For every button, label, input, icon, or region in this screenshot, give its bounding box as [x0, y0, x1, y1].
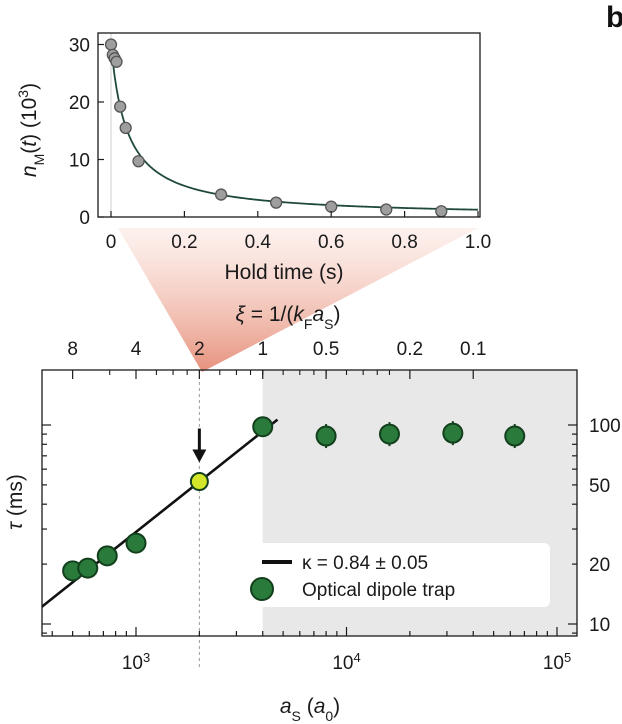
inset-panel: 0 0.2 0.4 0.6 0.8 1.0 0 10 20 30 Hold time (s) nM…: [15, 32, 491, 284]
inset-y-axis-label: nM(t) (103): [15, 83, 47, 177]
main-data-point: [77, 557, 99, 579]
zoom-funnel: [118, 228, 478, 372]
inset-y-tick-label: 10: [69, 151, 90, 172]
inset-data-point: [119, 121, 132, 135]
inset-x-tick-label: 1.0: [465, 232, 491, 253]
top-axis-tick-label: 2: [194, 339, 205, 360]
main-y-tick-label: 20: [589, 555, 610, 576]
main-y-axis-label: τ (ms): [4, 474, 27, 530]
down-arrow-icon: [192, 428, 207, 463]
main-x-axis-label: aS (a0): [280, 695, 340, 724]
inset-data-point: [214, 188, 228, 201]
inset-x-tick-label: 0.4: [245, 232, 272, 253]
top-axis-tick-label: 0.1: [460, 339, 486, 360]
inset-data-point: [380, 203, 393, 216]
legend: κ = 0.84 ± 0.05 Optical dipole trap: [250, 543, 550, 607]
main-data-point: [125, 532, 147, 554]
top-axis-tick-label: 1: [257, 339, 268, 360]
inset-x-tick-label: 0.8: [391, 232, 417, 253]
legend-marker-swatch: [250, 577, 274, 601]
inset-frame: [97, 32, 481, 218]
top-axis-tick-label: 0.5: [313, 339, 339, 360]
inset-background: [98, 33, 480, 217]
top-axis-tick-label: 0.2: [397, 339, 423, 360]
main-x-tick-label: 104: [332, 650, 360, 675]
main-x-tick-label: 103: [122, 650, 150, 675]
main-y-tick-label: 100: [589, 416, 621, 437]
inset-data-point: [269, 196, 283, 209]
inset-data-point: [132, 155, 145, 168]
main-data-point: [504, 425, 526, 447]
main-data-point: [252, 416, 274, 438]
inset-y-tick-label: 30: [69, 36, 90, 57]
inset-data-point: [110, 55, 123, 68]
main-data-point: [378, 423, 400, 445]
main-data-point: [96, 545, 118, 567]
inset-y-tick-label: 0: [79, 208, 90, 229]
main-x-tick-label: 105: [543, 650, 571, 675]
main-frame: [41, 369, 578, 637]
inset-x-tick-label: 0: [106, 232, 117, 253]
top-axis-tick-label: 8: [67, 339, 78, 360]
panel-letter: b: [606, 1, 622, 34]
fit-curve: [110, 44, 479, 211]
power-law-fit-line: [42, 418, 279, 609]
inset-data-point: [435, 205, 448, 218]
highlighted-data-point: [189, 472, 209, 492]
legend-box: [250, 543, 550, 607]
legend-fit-label: κ = 0.84 ± 0.05: [302, 553, 428, 574]
main-data-point: [442, 422, 464, 444]
legend-marker-label: Optical dipole trap: [302, 580, 455, 601]
inset-x-axis-label: Hold time (s): [224, 261, 343, 284]
top-axis-tick-label: 4: [131, 339, 142, 360]
main-panel: 103 104 105 10 20 50 100 8 4 2 1 0.5 0.2 0.1 κ = 0.84…: [4, 303, 621, 724]
inset-data-point: [325, 200, 338, 213]
inset-data-point: [114, 100, 127, 113]
inset-x-tick-label: 0.2: [171, 232, 197, 253]
inset-x-tick-label: 0.6: [318, 232, 344, 253]
inset-data-point: [104, 38, 118, 51]
inset-y-tick-label: 20: [69, 93, 90, 114]
top-axis-label: ξ = 1/(kFaS): [236, 303, 341, 332]
main-y-tick-label: 50: [589, 476, 610, 497]
main-data-point: [315, 425, 337, 447]
main-y-tick-label: 10: [589, 615, 610, 636]
